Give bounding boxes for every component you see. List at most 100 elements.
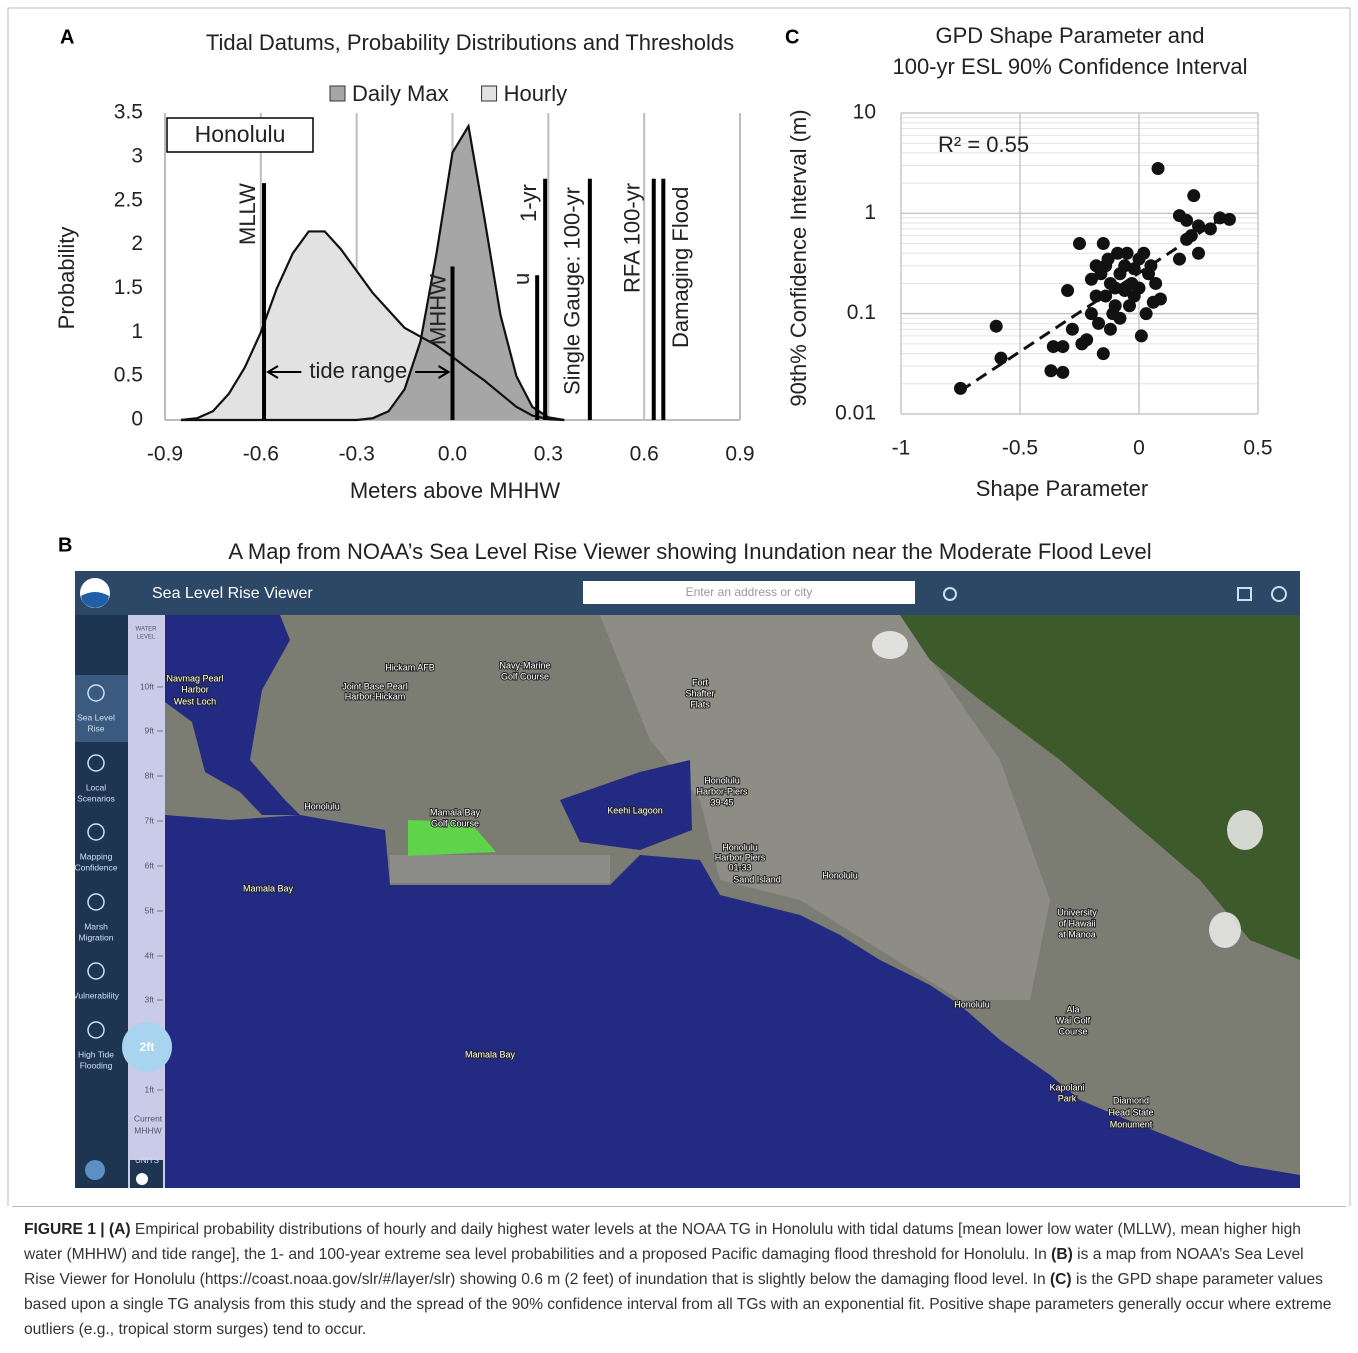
- x-axis-label: Shape Parameter: [976, 476, 1148, 501]
- y-axis-label: Probability: [54, 227, 79, 330]
- area: [180, 126, 565, 421]
- place-label: Golf Course: [501, 671, 549, 681]
- active-nav: [75, 675, 128, 742]
- x-tick-label: 0.0: [438, 443, 467, 466]
- place-label: Ala: [1066, 1004, 1079, 1014]
- legend-label: Hourly: [504, 81, 568, 106]
- point: [1056, 365, 1070, 379]
- units-bg: [130, 1160, 163, 1188]
- land: [165, 615, 1300, 1175]
- x-tick-label: 0: [1133, 437, 1145, 460]
- search-box[interactable]: [583, 581, 915, 604]
- x-axis-label: Meters above MHHW: [350, 478, 561, 503]
- search-placeholder: Enter an address or city: [686, 585, 813, 599]
- nav-icon[interactable]: [87, 962, 105, 980]
- point: [1222, 212, 1236, 226]
- threshold-label: u: [509, 273, 534, 285]
- nav-label: Mapping: [80, 851, 113, 861]
- y-axis-label: 90th% Confidence Interval (m): [786, 109, 811, 406]
- place-label: Head State: [1108, 1107, 1153, 1117]
- point: [1132, 281, 1146, 295]
- place-label: Diamond: [1113, 1095, 1149, 1105]
- y-tick-label: 1: [131, 320, 143, 343]
- site-box: [166, 117, 314, 153]
- place-label: 01-33: [728, 862, 751, 872]
- point: [989, 319, 1003, 333]
- place-label: University: [1057, 907, 1097, 917]
- point: [1192, 246, 1205, 260]
- point: [1056, 340, 1070, 354]
- caption: FIGURE 1 | (A) Empirical probability dis…: [12, 1206, 1346, 1348]
- place-label: Navy-Marine: [499, 660, 550, 670]
- place-label: at Manoa: [1058, 929, 1096, 939]
- contrast-icon[interactable]: [1271, 586, 1287, 602]
- place-label: of Hawaii: [1058, 918, 1095, 928]
- place-label: Honolulu: [722, 842, 758, 852]
- point: [954, 381, 967, 395]
- threshold-label: MLLW: [235, 183, 260, 245]
- level-label: 7ft: [145, 815, 155, 825]
- y-tick-label: 10: [853, 101, 876, 124]
- point: [1096, 237, 1110, 251]
- nav-icon[interactable]: [87, 893, 105, 911]
- point: [1106, 307, 1120, 321]
- slider-knob[interactable]: [122, 1022, 172, 1072]
- caption-text: Empirical probability distributions of h…: [24, 1221, 1301, 1263]
- slider-title: WATER: [136, 627, 158, 633]
- place-label: Course: [1058, 1026, 1087, 1036]
- info-icon[interactable]: [85, 1160, 105, 1180]
- nav-label: Vulnerability: [73, 990, 120, 1000]
- x-tick-label: 0.9: [725, 443, 754, 466]
- legend-swatch: [329, 85, 346, 102]
- point: [1099, 289, 1113, 303]
- nav-label: Confidence: [74, 862, 117, 872]
- globe-icon[interactable]: [943, 587, 957, 601]
- point: [1046, 340, 1060, 354]
- nav-icon[interactable]: [87, 684, 105, 702]
- point: [1203, 222, 1217, 236]
- nav-label: Local: [86, 782, 106, 792]
- nav-icon[interactable]: [87, 823, 105, 841]
- place-label: Shafter: [685, 688, 714, 698]
- point: [1089, 259, 1103, 273]
- y-tick-label: 1: [864, 201, 876, 224]
- nav-label: Marsh: [84, 921, 108, 931]
- nav-icon[interactable]: [87, 754, 105, 772]
- x-tick-label: 0.5: [1243, 437, 1272, 460]
- place-label: Kapolani: [1049, 1082, 1084, 1092]
- logo-wave: [81, 592, 109, 608]
- level-label: 5ft: [145, 905, 155, 915]
- x-tick-label: -1: [892, 437, 911, 460]
- level-label: 1ft: [145, 1084, 155, 1094]
- nav-icon[interactable]: [87, 1021, 105, 1039]
- chart-title: GPD Shape Parameter and: [935, 23, 1204, 48]
- x-tick-label: 0.6: [630, 443, 659, 466]
- level-label: 4ft: [145, 950, 155, 960]
- point: [1137, 246, 1151, 260]
- caption-text: is a map from NOAA’s Sea Level Rise View…: [24, 1246, 1304, 1288]
- map: Sea Level Rise Viewer Enter an address o…: [73, 571, 1300, 1188]
- point: [1089, 289, 1103, 303]
- place-label: Wai Golf: [1056, 1015, 1091, 1025]
- range-label: tide range: [309, 358, 407, 383]
- current-label: MHHW: [134, 1125, 161, 1135]
- map-icon[interactable]: [1237, 587, 1252, 601]
- y-tick-label: 2.5: [114, 188, 143, 211]
- units-toggle[interactable]: [136, 1173, 148, 1185]
- level-label: 3ft: [145, 994, 155, 1004]
- point: [1120, 246, 1134, 260]
- place-label: Harbor Piers: [715, 852, 766, 862]
- point: [1149, 276, 1163, 290]
- nav-label: Sea Level: [77, 712, 115, 722]
- y-tick-label: 0: [131, 408, 143, 431]
- point: [1065, 322, 1079, 336]
- urban: [600, 615, 1050, 1000]
- level-label: 10ft: [140, 681, 155, 691]
- nav-label: Rise: [87, 723, 104, 733]
- chart-title: 100-yr ESL 90% Confidence Interval: [892, 54, 1247, 79]
- legend-label: Daily Max: [352, 81, 449, 106]
- place-label: Fort: [692, 677, 709, 687]
- x-tick-label: -0.6: [243, 443, 279, 466]
- place-label: Mamala Bay: [430, 807, 481, 817]
